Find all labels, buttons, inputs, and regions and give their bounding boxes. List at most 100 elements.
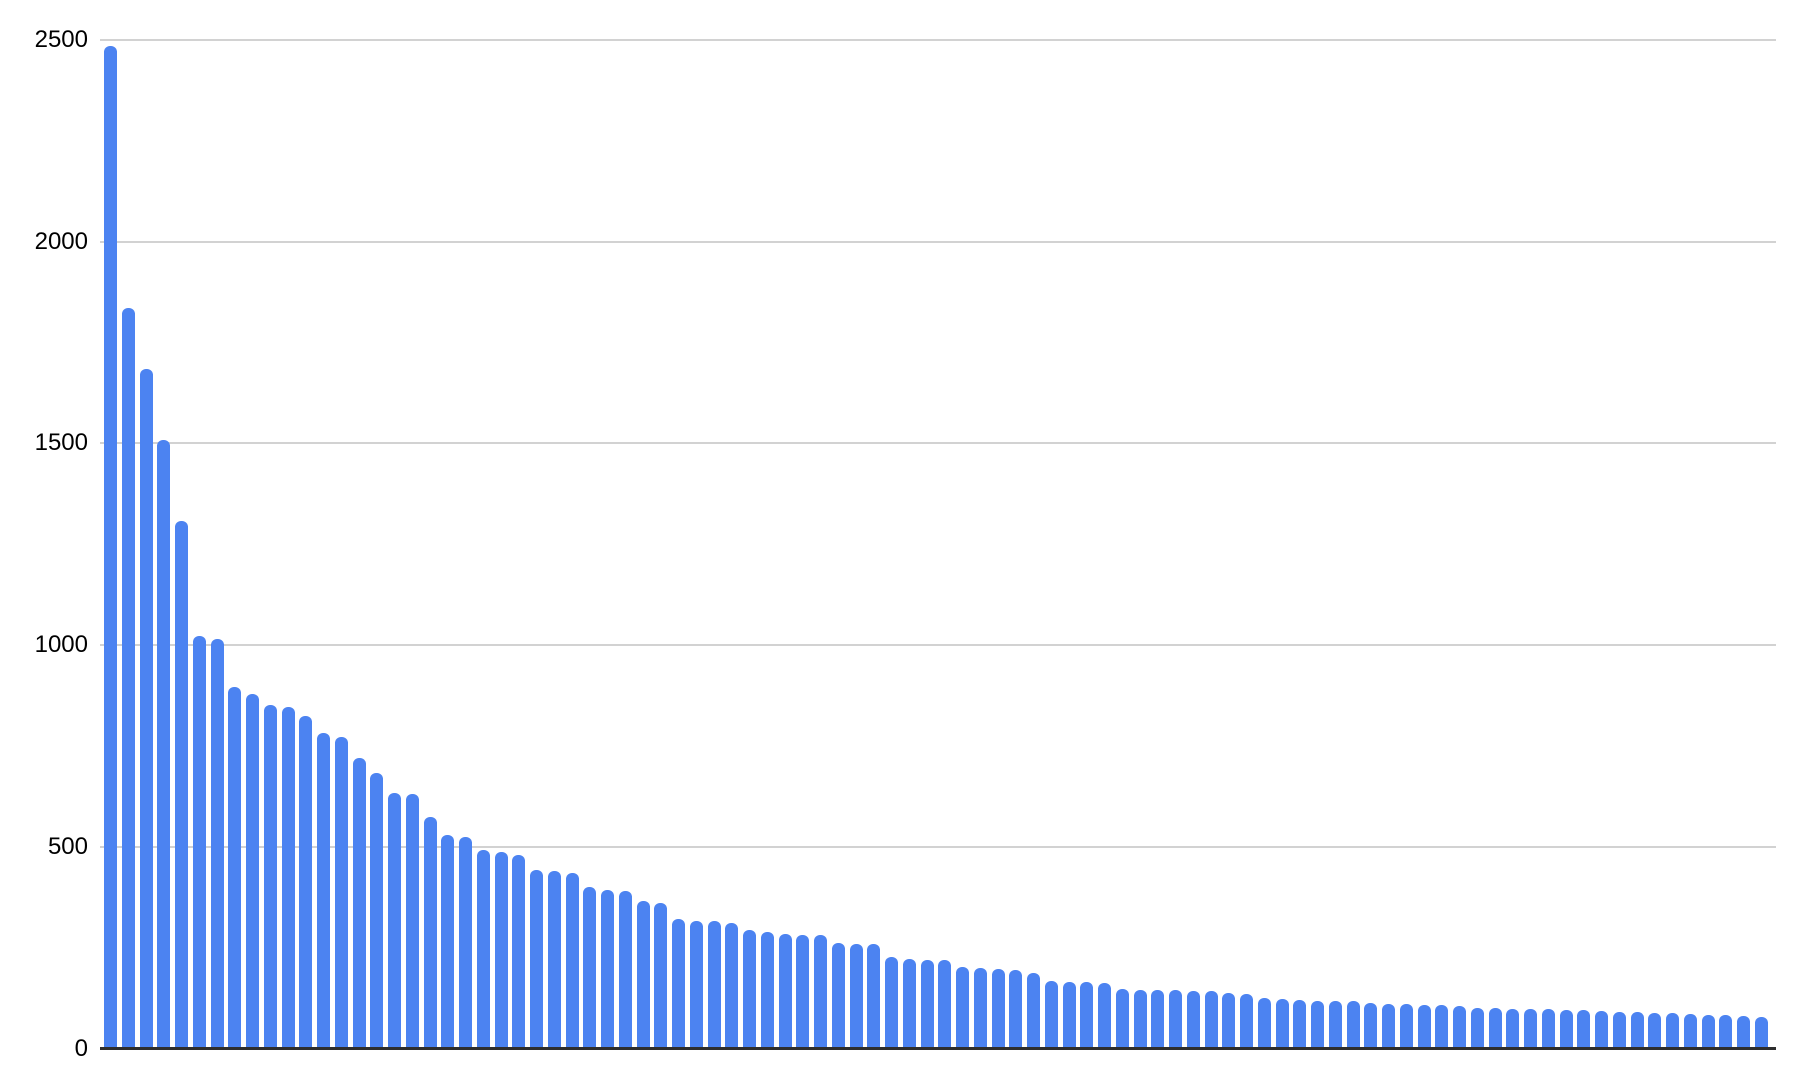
bar-rank-37[interactable]: [743, 930, 756, 1049]
bar-rank-40[interactable]: [796, 934, 810, 1049]
bar-rank-60[interactable]: [1151, 990, 1165, 1049]
bar-rank-38[interactable]: [760, 931, 774, 1049]
bar-rank-47[interactable]: [920, 959, 934, 1049]
bar-rank-24[interactable]: [512, 855, 526, 1049]
bar-rank-94[interactable]: [1754, 1016, 1768, 1049]
bar-rank-2[interactable]: [121, 308, 135, 1049]
gridline-1500: [100, 442, 1776, 445]
bar-rank-71[interactable]: [1346, 1000, 1360, 1049]
bar-rank-19[interactable]: [423, 816, 437, 1049]
bar-rank-70[interactable]: [1328, 1000, 1342, 1049]
bar-rank-57[interactable]: [1098, 982, 1111, 1049]
bar-rank-52[interactable]: [1009, 969, 1023, 1049]
bar-rank-83[interactable]: [1559, 1009, 1573, 1049]
bar-rank-65[interactable]: [1240, 993, 1253, 1049]
bar-rank-13[interactable]: [317, 733, 330, 1049]
gridline-500: [100, 845, 1776, 848]
bar-rank-91[interactable]: [1701, 1014, 1715, 1049]
bar-rank-46[interactable]: [902, 959, 916, 1049]
bar-rank-89[interactable]: [1666, 1013, 1679, 1049]
bar-rank-92[interactable]: [1719, 1015, 1733, 1049]
bar-rank-59[interactable]: [1133, 990, 1147, 1049]
bar-rank-15[interactable]: [352, 758, 366, 1049]
bar-rank-72[interactable]: [1364, 1003, 1378, 1049]
y-axis-tick-label: 2500: [34, 26, 88, 53]
y-axis-tick-label: 1500: [34, 429, 88, 457]
bar-rank-35[interactable]: [707, 921, 721, 1049]
bar-rank-68[interactable]: [1293, 1000, 1307, 1049]
bar-rank-90[interactable]: [1683, 1014, 1697, 1049]
bar-rank-3[interactable]: [139, 369, 153, 1049]
bar-rank-80[interactable]: [1506, 1008, 1520, 1049]
bar-rank-27[interactable]: [565, 873, 579, 1049]
bar-rank-41[interactable]: [814, 935, 827, 1049]
bar-rank-58[interactable]: [1115, 989, 1129, 1049]
bar-rank-21[interactable]: [459, 836, 472, 1049]
bar-rank-88[interactable]: [1648, 1013, 1662, 1049]
bar-rank-69[interactable]: [1311, 1000, 1324, 1049]
bar-rank-23[interactable]: [494, 851, 508, 1049]
bar-rank-75[interactable]: [1417, 1004, 1431, 1049]
bar-rank-12[interactable]: [299, 716, 313, 1049]
bar-rank-48[interactable]: [938, 959, 952, 1049]
bar-rank-4[interactable]: [157, 439, 171, 1049]
bar-rank-31[interactable]: [636, 900, 650, 1049]
bar-rank-7[interactable]: [210, 638, 224, 1049]
bar-rank-14[interactable]: [334, 737, 348, 1049]
bar-rank-42[interactable]: [831, 942, 845, 1049]
bar-rank-77[interactable]: [1453, 1005, 1466, 1049]
bar-rank-29[interactable]: [601, 890, 614, 1049]
bar-rank-64[interactable]: [1222, 993, 1236, 1049]
bar-rank-49[interactable]: [956, 966, 969, 1049]
bar-rank-5[interactable]: [175, 521, 188, 1049]
bar-rank-22[interactable]: [476, 850, 490, 1049]
bar-rank-18[interactable]: [405, 794, 419, 1049]
bar-rank-8[interactable]: [228, 687, 242, 1049]
bar-rank-32[interactable]: [654, 902, 668, 1049]
bar-rank-30[interactable]: [618, 891, 632, 1049]
bar-rank-51[interactable]: [991, 969, 1005, 1049]
bar-rank-63[interactable]: [1204, 991, 1218, 1049]
bar-rank-39[interactable]: [778, 933, 792, 1049]
bar-rank-16[interactable]: [370, 773, 384, 1049]
bar-rank-17[interactable]: [388, 792, 401, 1049]
bar-rank-54[interactable]: [1044, 981, 1058, 1049]
bar-rank-82[interactable]: [1541, 1008, 1555, 1049]
bar-rank-66[interactable]: [1257, 998, 1271, 1049]
bar-rank-79[interactable]: [1488, 1008, 1502, 1049]
bar-rank-45[interactable]: [885, 956, 898, 1049]
bar-rank-6[interactable]: [192, 636, 206, 1049]
bar-rank-53[interactable]: [1027, 973, 1040, 1049]
bar-rank-62[interactable]: [1186, 990, 1200, 1049]
bar-rank-86[interactable]: [1612, 1011, 1626, 1049]
bar-rank-74[interactable]: [1399, 1004, 1413, 1049]
bar-rank-25[interactable]: [530, 870, 543, 1049]
bar-rank-87[interactable]: [1630, 1012, 1644, 1049]
bar-rank-73[interactable]: [1382, 1003, 1395, 1049]
bar-rank-61[interactable]: [1169, 990, 1182, 1049]
bar-rank-26[interactable]: [547, 870, 561, 1049]
bar-rank-34[interactable]: [689, 920, 703, 1049]
bar-rank-28[interactable]: [583, 886, 597, 1049]
bar-rank-55[interactable]: [1062, 981, 1076, 1049]
bar-rank-11[interactable]: [281, 707, 295, 1049]
y-axis-tick-label: 0: [74, 1034, 88, 1062]
bar-rank-43[interactable]: [849, 944, 863, 1049]
bar-rank-50[interactable]: [973, 968, 987, 1049]
bar-rank-10[interactable]: [263, 705, 277, 1049]
bar-rank-20[interactable]: [441, 835, 455, 1049]
bar-rank-81[interactable]: [1524, 1008, 1537, 1049]
bar-rank-1[interactable]: [104, 45, 117, 1049]
bar-rank-56[interactable]: [1080, 982, 1094, 1049]
bar-rank-76[interactable]: [1435, 1005, 1449, 1049]
bar-rank-67[interactable]: [1275, 999, 1289, 1049]
bar-rank-78[interactable]: [1470, 1008, 1484, 1049]
bar-rank-84[interactable]: [1577, 1010, 1591, 1049]
bar-rank-93[interactable]: [1737, 1016, 1750, 1049]
bar-rank-36[interactable]: [725, 923, 739, 1049]
bar-rank-44[interactable]: [867, 944, 881, 1049]
y-axis-tick-label: 500: [47, 832, 88, 860]
bar-rank-85[interactable]: [1595, 1011, 1608, 1049]
bar-rank-33[interactable]: [672, 919, 685, 1049]
bar-rank-9[interactable]: [246, 693, 259, 1049]
